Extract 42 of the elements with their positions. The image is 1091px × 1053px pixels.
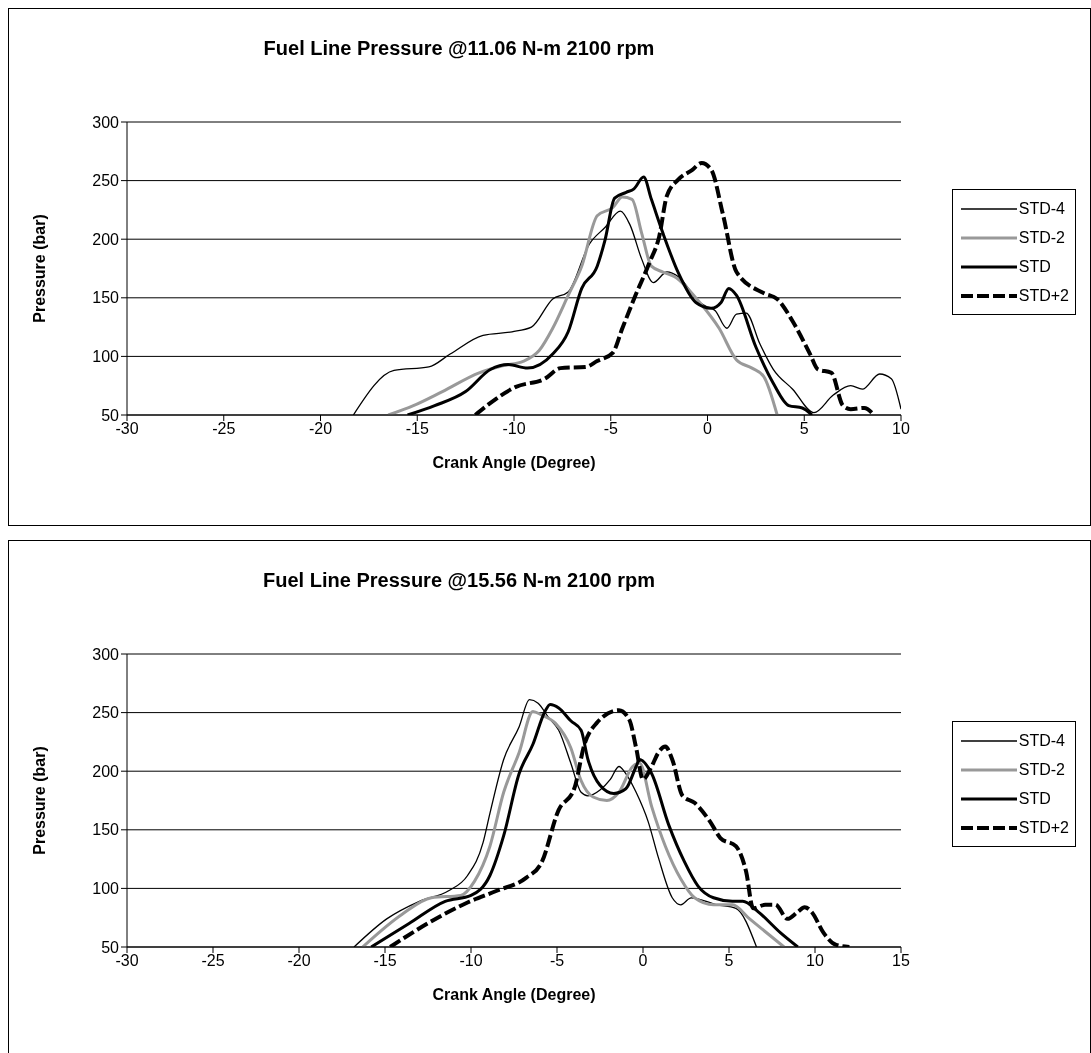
- x-tick-label: 0: [638, 952, 648, 970]
- y-axis-title: Pressure (bar): [30, 746, 48, 855]
- x-axis-title: Crank Angle (Degree): [432, 986, 596, 1004]
- x-tick-label: -15: [405, 420, 429, 438]
- x-tick-label: 5: [799, 420, 809, 438]
- chart-title: Fuel Line Pressure @15.56 N-m 2100 rpm: [262, 569, 656, 592]
- x-tick-label: 0: [703, 420, 713, 438]
- x-tick-label: -10: [459, 952, 483, 970]
- chart-title: Fuel Line Pressure @11.06 N-m 2100 rpm: [262, 37, 656, 60]
- x-tick-label: -15: [373, 952, 397, 970]
- legend-label: STD: [1018, 257, 1051, 276]
- x-tick-label: -5: [549, 952, 565, 970]
- legend-label: STD-4: [1018, 199, 1065, 218]
- x-tick-label: 5: [724, 952, 734, 970]
- x-axis-title: Crank Angle (Degree): [432, 454, 596, 472]
- y-tick-label: 300: [92, 645, 120, 663]
- legend-label: STD-4: [1018, 731, 1065, 750]
- x-tick-label: -20: [287, 952, 311, 970]
- x-tick-label: -20: [308, 420, 333, 438]
- y-tick-label: 250: [92, 704, 120, 722]
- y-tick-label: 150: [92, 821, 120, 839]
- x-tick-label: 10: [892, 420, 910, 438]
- legend-label: STD-2: [1018, 760, 1065, 779]
- x-tick-label: 15: [892, 952, 910, 970]
- legend-label: STD-2: [1018, 228, 1065, 247]
- legend-label: STD+2: [1018, 286, 1069, 305]
- legend-label: STD: [1018, 789, 1051, 808]
- y-tick-label: 300: [92, 113, 120, 131]
- y-tick-label: 200: [92, 230, 120, 248]
- y-tick-label: 200: [92, 762, 120, 780]
- y-tick-label: 150: [92, 289, 120, 307]
- x-tick-label: -10: [502, 420, 526, 438]
- y-tick-label: 100: [92, 880, 120, 898]
- legend-label: STD+2: [1018, 818, 1069, 837]
- x-tick-label: -5: [603, 420, 618, 438]
- y-axis-title: Pressure (bar): [30, 214, 48, 323]
- y-tick-label: 100: [92, 348, 120, 366]
- x-tick-label: -25: [212, 420, 236, 438]
- x-tick-label: -25: [201, 952, 225, 970]
- y-tick-label: 250: [92, 172, 120, 190]
- x-tick-label: 10: [806, 952, 824, 970]
- line-series: [386, 195, 779, 415]
